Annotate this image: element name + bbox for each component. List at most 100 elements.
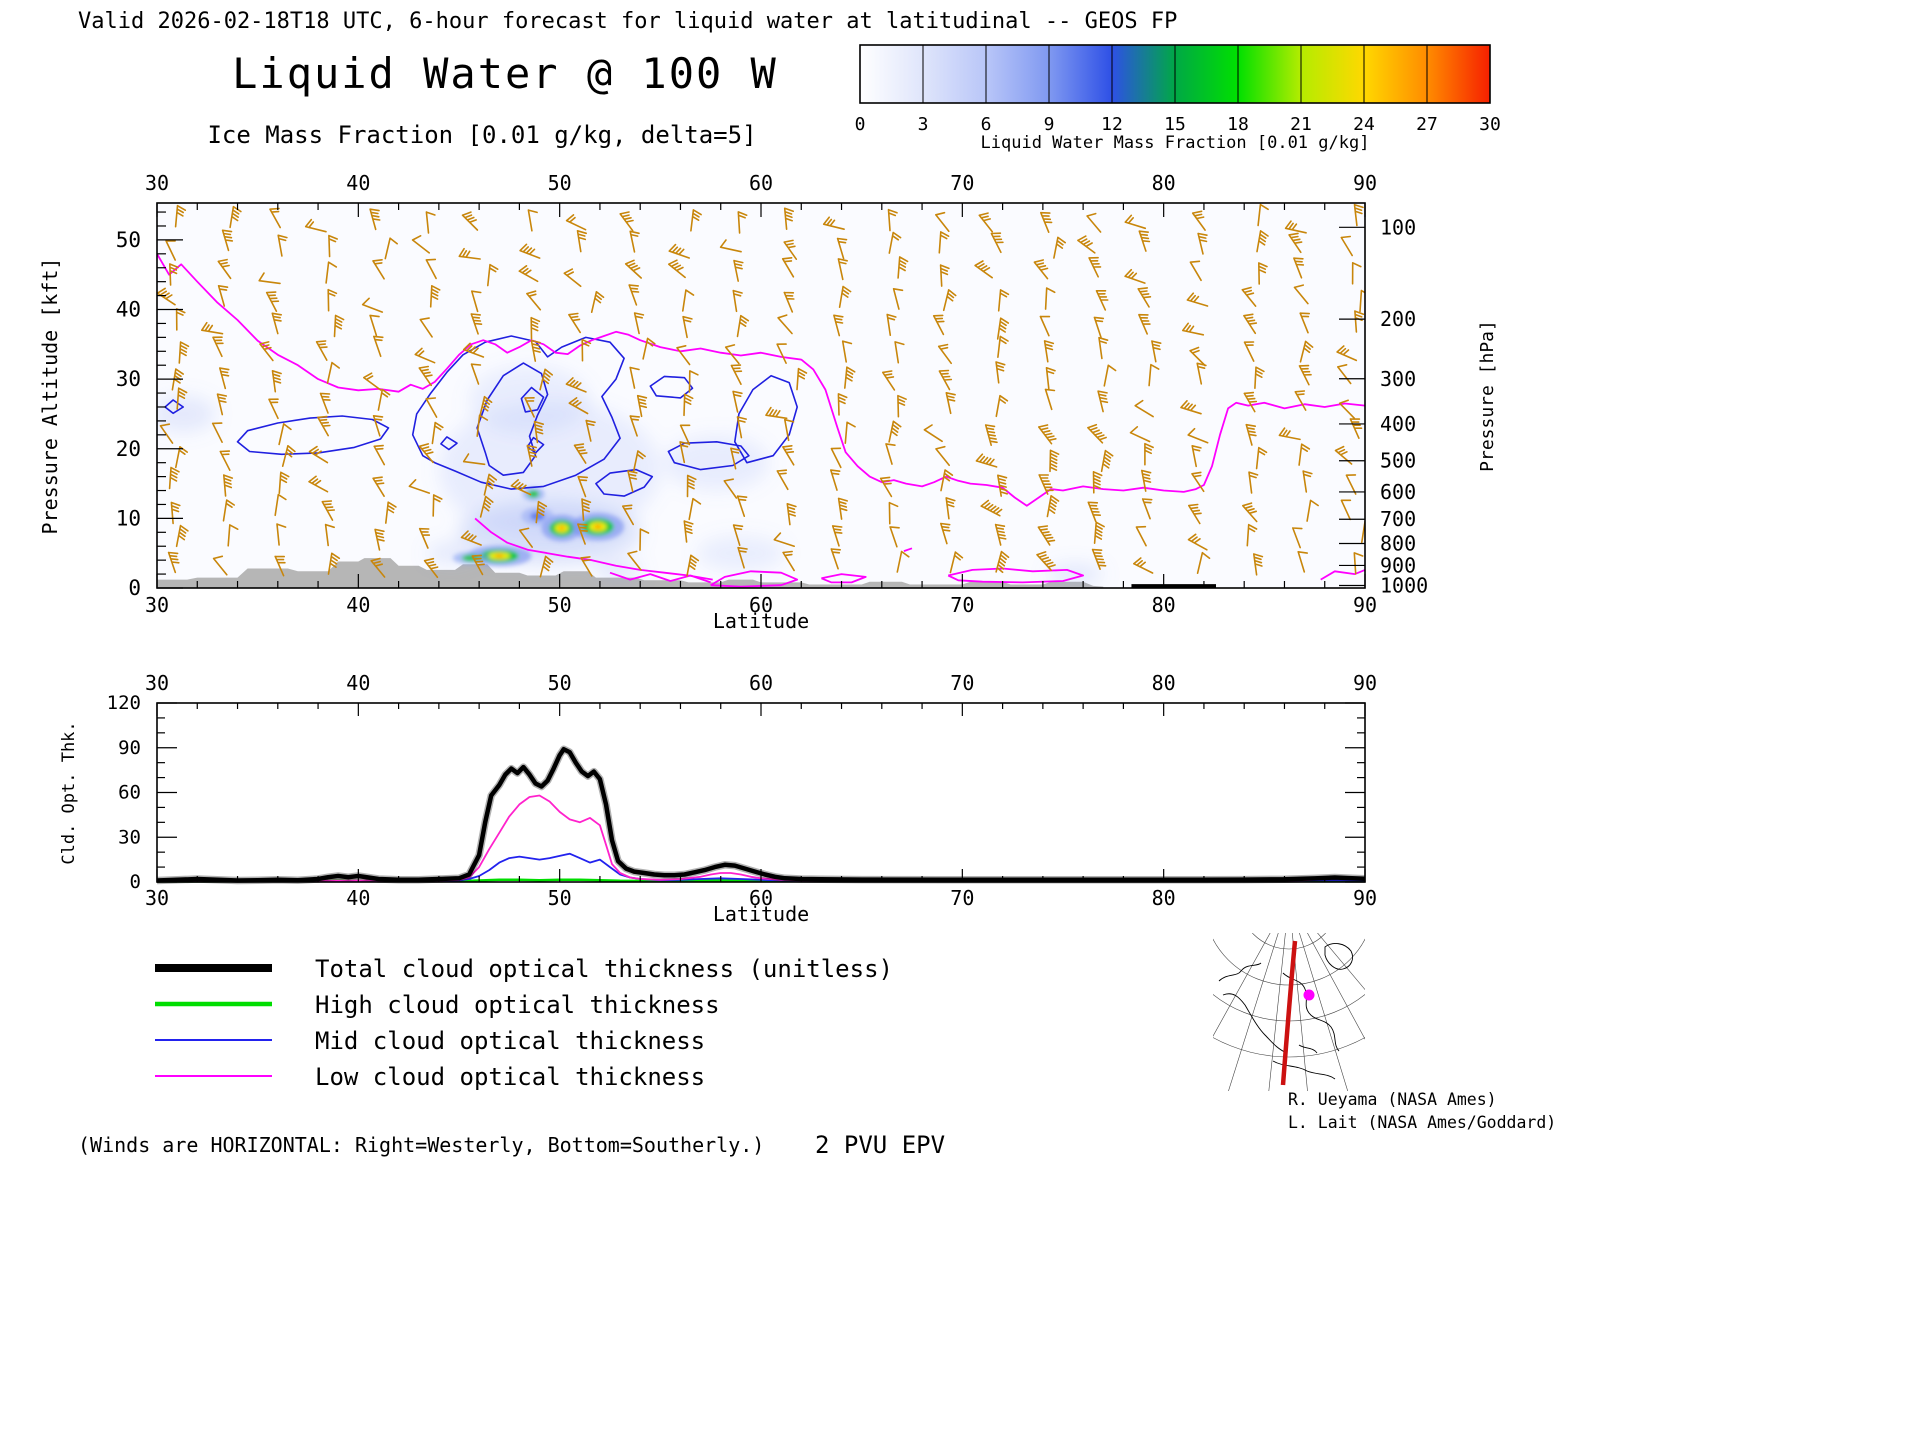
map-meridian (1268, 933, 1286, 1091)
wind-barb (776, 469, 789, 491)
wind-barb (1049, 449, 1060, 473)
wind-barb (268, 398, 279, 420)
wind-barb (539, 368, 553, 391)
wind-barb (333, 314, 345, 338)
wind-barb (1098, 336, 1109, 360)
wind-barb (995, 550, 1010, 574)
y-axis-label-right: Pressure [hPa] (1477, 320, 1498, 472)
x-tick-label-bottom: 40 (346, 593, 370, 617)
wind-barb (1093, 316, 1105, 339)
kft-tick-label: 40 (116, 298, 141, 322)
wind-barb (837, 258, 848, 281)
wind-barb (783, 207, 794, 230)
liquid-water-cell (593, 524, 602, 529)
wind-barb (174, 204, 187, 228)
wind-barb (737, 211, 748, 234)
wind-barb (830, 469, 841, 491)
wind-barb (418, 443, 434, 464)
wind-barb (1044, 287, 1056, 310)
wind-barb (165, 240, 176, 261)
epv-layer (157, 253, 1365, 588)
wind-barb (1298, 443, 1311, 466)
wind-barb (1241, 286, 1257, 307)
wind-barb (1243, 341, 1255, 362)
wind-barb (888, 420, 902, 443)
wind-barb (159, 423, 174, 444)
wind-barb (274, 493, 287, 517)
x-tick-label-top: 70 (950, 671, 974, 695)
wind-barb (1138, 230, 1151, 252)
wind-barb (487, 263, 499, 287)
main-panel: 3030404050506060707080809090010203040501… (116, 171, 1428, 617)
wind-barb (168, 466, 180, 490)
wind-barb (1353, 552, 1364, 575)
wind-barb (265, 291, 280, 312)
wind-barb (1293, 257, 1305, 279)
series-halo-total (156, 745, 1366, 885)
wind-barb (576, 230, 587, 253)
wind-barb (945, 392, 956, 415)
wind-barb (361, 297, 384, 313)
ice-contour (520, 386, 545, 413)
page-title: Liquid Water @ 100 W (232, 49, 778, 98)
pressure-tick-label: 500 (1380, 449, 1416, 473)
wind-barb (723, 478, 738, 499)
wind-barb (212, 555, 228, 576)
wind-barb (201, 321, 224, 335)
wind-barb (1093, 521, 1105, 544)
wind-barb (773, 532, 795, 547)
kft-tick-label: 30 (116, 367, 141, 391)
wind-barb (1299, 340, 1314, 363)
wind-barb (736, 314, 750, 338)
wind-barb (533, 420, 544, 444)
wind-barb (1256, 230, 1269, 253)
winds-note: (Winds are HORIZONTAL: Right=Westerly, B… (78, 1133, 764, 1157)
wind-barb (923, 424, 943, 443)
wind-barb (838, 285, 852, 308)
wind-barb (304, 218, 327, 233)
x-tick-label-bottom: 30 (145, 886, 169, 910)
epv-low-contour (947, 567, 1084, 584)
colorbar-tick-label: 0 (855, 114, 866, 135)
wind-barb (624, 259, 642, 279)
wind-barb (642, 337, 656, 360)
wind-barb (372, 476, 385, 497)
wind-barb (1299, 312, 1310, 334)
wind-barb (1191, 445, 1202, 468)
wind-barb (539, 555, 554, 578)
wind-barb (887, 208, 898, 232)
wind-barb (581, 338, 592, 362)
wind-barb (432, 494, 443, 517)
wind-barb (315, 340, 328, 361)
wind-barb (737, 546, 748, 569)
wind-barb (170, 501, 181, 525)
wind-barb (974, 260, 993, 279)
wind-barb (733, 259, 744, 282)
wind-barb (377, 388, 391, 411)
wind-barb (668, 259, 686, 279)
x-tick-label-top: 80 (1152, 671, 1176, 695)
wind-barb (222, 499, 235, 522)
wind-barb (1038, 474, 1054, 495)
wind-barb (577, 475, 588, 498)
pressure-tick-label: 700 (1380, 507, 1416, 531)
epv-low-contour (609, 571, 711, 584)
wind-barb (676, 345, 691, 366)
wind-barb (1306, 499, 1319, 522)
wind-barb (942, 289, 957, 312)
inset-map (1213, 933, 1365, 1091)
wind-barb (690, 209, 702, 232)
colorbar-tick-label: 3 (918, 114, 929, 135)
wind-barb (730, 447, 741, 470)
wind-barb (478, 395, 493, 418)
wind-barb (1298, 364, 1312, 386)
wind-barb (1338, 399, 1356, 420)
wind-barb (369, 208, 381, 231)
pressure-tick-label: 1000 (1380, 573, 1428, 597)
wind-barb (431, 421, 444, 445)
wind-barb (935, 211, 950, 233)
x-tick-label-bottom: 80 (1152, 593, 1176, 617)
wind-barb (688, 497, 702, 521)
